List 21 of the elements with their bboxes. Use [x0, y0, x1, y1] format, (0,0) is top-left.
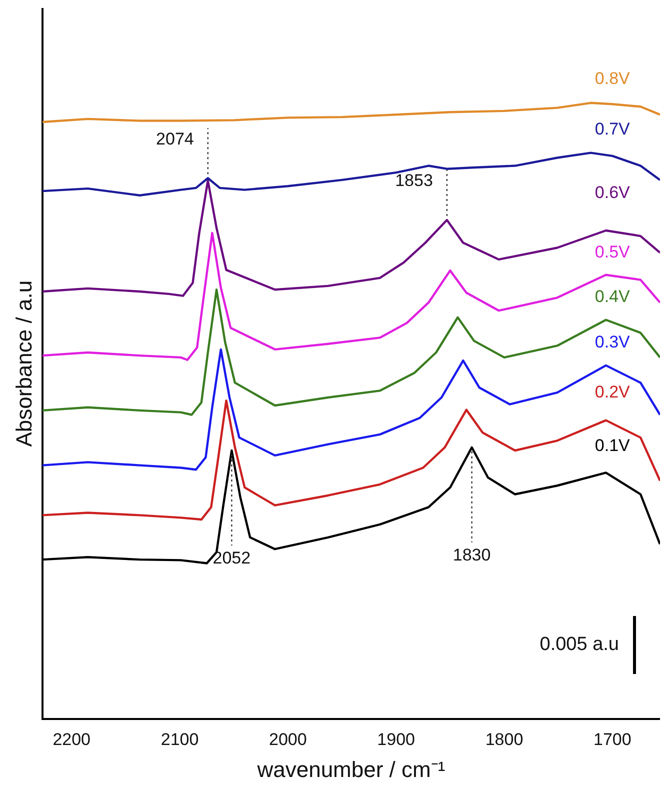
series-label: 0.5V: [594, 242, 631, 262]
annotation: 2052: [212, 548, 251, 568]
x-tick-label: 1700: [593, 730, 632, 750]
x-tick-label: 2200: [52, 730, 91, 750]
x-axis-title: wavenumber / cm⁻¹: [256, 756, 446, 782]
y-axis-title: Absorbance / a.u: [11, 280, 36, 447]
annotation: 1830: [452, 546, 491, 565]
series-label: 0.6V: [594, 182, 631, 202]
series-label: 0.4V: [594, 287, 631, 306]
x-tick-label: 2100: [160, 730, 199, 750]
series-label: 0.2V: [594, 382, 631, 402]
series-label: 0.7V: [594, 120, 631, 139]
annotation: 0.005 a.u: [540, 634, 619, 656]
annotation: 1853: [395, 171, 433, 190]
x-tick-label: 1800: [485, 730, 524, 750]
series-label: 0.1V: [594, 436, 631, 456]
series-label: 0.8V: [594, 68, 631, 88]
series-label: 0.3V: [594, 332, 631, 352]
x-tick-label: 1900: [377, 730, 415, 750]
x-tick-label: 2000: [269, 730, 307, 750]
annotation: 2074: [156, 129, 194, 148]
